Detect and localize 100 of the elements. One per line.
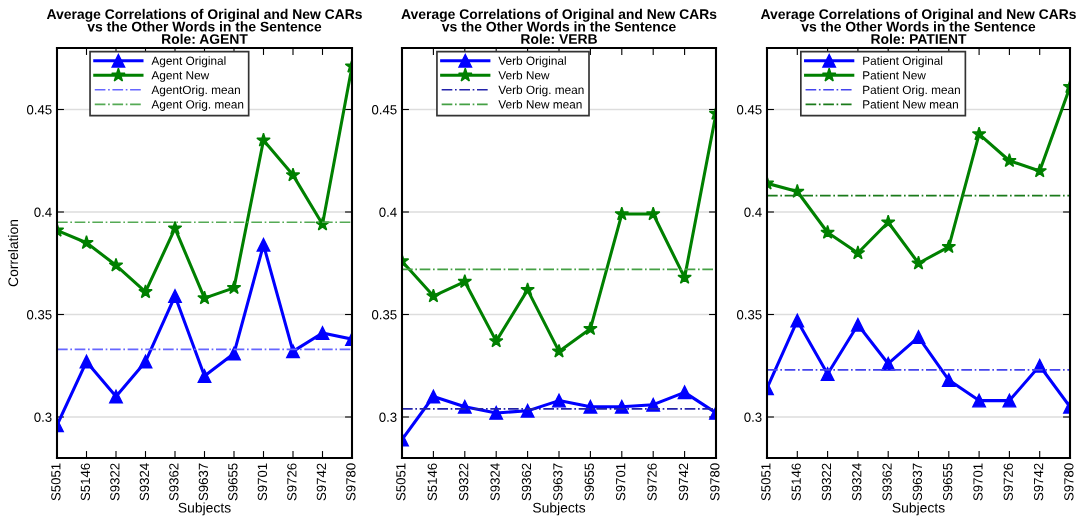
x-tick-label: S9637	[912, 463, 923, 501]
point	[520, 282, 535, 297]
y-tick-label: 0.45	[736, 105, 762, 115]
y-tick-label: 0.45	[371, 105, 397, 115]
point	[168, 289, 182, 303]
x-tick-label: S5146	[427, 463, 437, 501]
point	[790, 183, 805, 198]
point	[256, 237, 271, 252]
x-axis-title: Subjects	[533, 502, 586, 516]
legend-label: AgentOrig. mean	[151, 85, 240, 97]
point	[820, 224, 835, 239]
point	[552, 393, 566, 408]
chart-title: Average Correlations of Original and New CARs vs the Other Words in the Sentence Role: PATIENT	[760, 8, 1076, 44]
point	[226, 280, 242, 295]
legend-label: Agent Orig. mean	[151, 99, 244, 111]
x-tick-label: S9362	[169, 463, 179, 501]
x-tick-label: S5146	[80, 463, 91, 501]
x-tick-label: S5146	[791, 463, 801, 501]
point	[677, 269, 692, 284]
point	[227, 346, 241, 361]
point	[1002, 393, 1017, 408]
point	[941, 239, 957, 254]
y-tick-label: 0.4	[379, 207, 397, 217]
x-axis-title: Subjects	[178, 502, 231, 516]
y-tick-label: 0.35	[26, 310, 52, 320]
point	[108, 257, 124, 272]
x-tick-label: S9701	[616, 463, 626, 501]
x-tick-label: S9324	[139, 463, 150, 501]
x-tick-label: S9701	[973, 463, 983, 501]
x-tick-label: S9780	[346, 463, 356, 501]
x-tick-label: S5051	[51, 463, 61, 501]
x-tick-label: S9362	[521, 463, 532, 501]
y-tick-label: 0.3	[379, 412, 397, 422]
point	[614, 206, 630, 221]
legend-label: Agent Original	[151, 56, 226, 68]
y-tick-label: 0.3	[34, 412, 52, 422]
point	[520, 403, 535, 418]
legend-label: Verb Orig. mean	[498, 85, 584, 97]
point	[911, 330, 926, 344]
point	[285, 167, 301, 182]
point	[79, 354, 94, 369]
point	[138, 354, 153, 369]
x-tick-label: S9726	[647, 463, 657, 501]
point	[677, 385, 692, 400]
point	[645, 206, 661, 221]
x-axis-title: Subjects	[892, 502, 945, 516]
point	[790, 313, 805, 328]
point	[79, 235, 94, 250]
y-tick-label: 0.45	[26, 105, 52, 115]
y-tick-label: 0.4	[744, 207, 762, 217]
y-tick-label: 0.35	[371, 310, 397, 320]
point	[1032, 163, 1047, 178]
point	[489, 405, 504, 420]
x-tick-label: S9780	[1064, 463, 1074, 501]
x-tick-label: S9655	[943, 463, 953, 501]
point	[488, 333, 504, 348]
x-tick-label: S9322	[821, 463, 832, 501]
legend-label: Verb New mean	[498, 99, 582, 109]
x-tick-label: S9637	[198, 463, 209, 501]
point	[551, 343, 567, 358]
point	[941, 373, 956, 388]
y-tick-label: 0.4	[34, 207, 52, 217]
x-tick-label: S9362	[882, 463, 892, 501]
legend-label: Patient New mean	[863, 99, 958, 109]
x-tick-label: S9742	[316, 463, 327, 501]
legend-label: Verb New	[498, 70, 550, 80]
legend-label: Verb Original	[498, 56, 566, 68]
x-tick-label: S9322	[459, 463, 469, 501]
x-tick-label: S9655	[584, 463, 594, 501]
y-tick-label: 0.3	[744, 412, 762, 422]
x-tick-label: S9655	[228, 463, 238, 501]
point	[457, 274, 473, 289]
point	[850, 245, 866, 260]
point	[820, 367, 835, 381]
x-tick-label: S9324	[852, 463, 862, 501]
point	[971, 126, 987, 141]
x-tick-label: S9322	[110, 463, 120, 501]
y-axis-title: Correlation	[7, 219, 19, 287]
point	[197, 290, 212, 305]
point	[315, 326, 330, 340]
legend-label: Agent New	[151, 71, 210, 82]
point	[583, 321, 598, 336]
chart-title: Average Correlations of Original and New CARs vs the Other Words in the Sentence Role: VERB	[401, 8, 717, 44]
x-tick-label: S9324	[490, 463, 500, 501]
legend-label: Patient New	[863, 70, 926, 80]
point	[426, 389, 441, 404]
x-tick-label: S5051	[396, 463, 406, 501]
point	[880, 214, 896, 229]
point	[197, 369, 212, 383]
point	[109, 389, 123, 404]
point	[167, 220, 183, 235]
x-tick-label: S5051	[761, 463, 771, 501]
point	[138, 284, 153, 299]
x-tick-label: S9701	[257, 463, 268, 501]
x-tick-label: S9637	[553, 463, 563, 501]
x-tick-label: S9726	[287, 463, 297, 501]
point	[850, 317, 865, 332]
x-tick-label: S9742	[678, 463, 689, 501]
point	[1002, 153, 1017, 168]
x-tick-label: S9742	[1033, 463, 1044, 501]
